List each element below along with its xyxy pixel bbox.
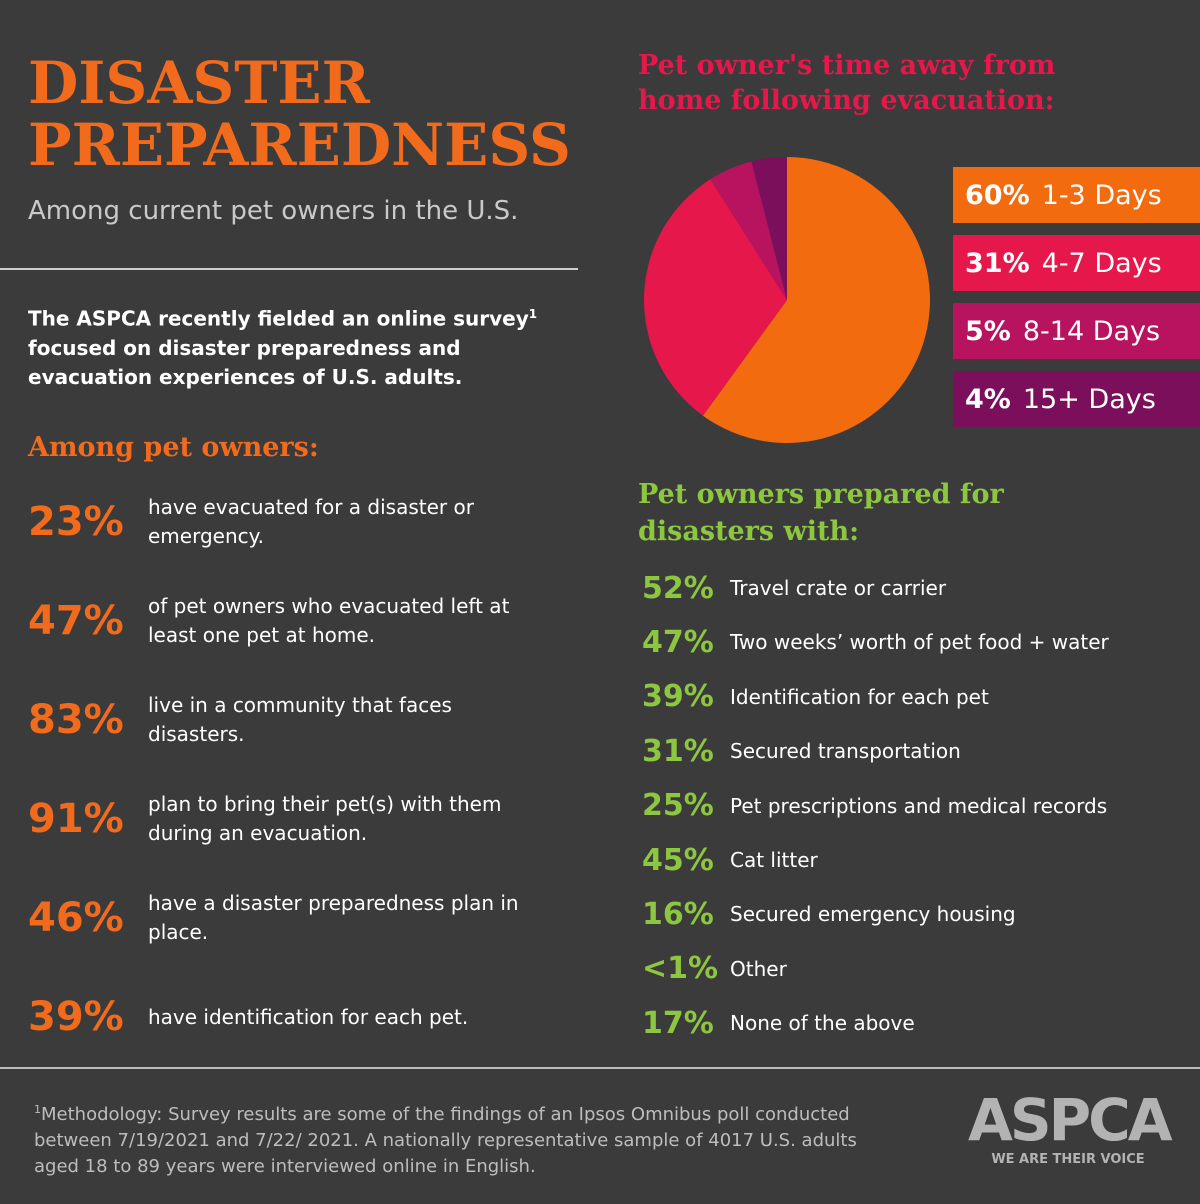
- stat-text: have identification for each pet.: [148, 1004, 469, 1029]
- stat-row: 23% have evacuated for a disaster or emer…: [28, 487, 588, 557]
- stat-row: 39% have identification for each pet.: [28, 982, 588, 1052]
- footnote: 1Methodology: Survey results are some of…: [34, 1097, 894, 1180]
- stat-row: 46% have a disaster preparedness plan in …: [28, 883, 588, 953]
- legend-label: 4-7 Days: [1041, 247, 1162, 279]
- stat-percent: 91%: [28, 796, 124, 842]
- prep-percent: 31%: [642, 733, 714, 769]
- legend-value: 4%: [965, 383, 1011, 415]
- stat-text: of pet owners who evacuated left at leas…: [148, 594, 510, 647]
- intro: The ASPCA recently fielded an online sur…: [28, 300, 568, 392]
- intro-text: The ASPCA recently fielded an online sur…: [28, 306, 529, 331]
- pie-slice: [702, 157, 930, 443]
- prep-row: 16% Secured emergency housing: [642, 889, 1192, 939]
- prep-text: Secured transportation: [730, 739, 961, 764]
- stat-percent: 83%: [28, 697, 124, 743]
- prep-row: 39% Identification for each pet: [642, 672, 1192, 722]
- prep-text: Other: [730, 956, 787, 981]
- footnote-mark: 1: [34, 1103, 41, 1116]
- stat-percent: 23%: [28, 499, 124, 545]
- prep-percent: 39%: [642, 679, 714, 715]
- logo-tagline: WE ARE THEIR VOICE: [991, 1152, 1145, 1167]
- pie-chart: [644, 157, 930, 443]
- stat-percent: 47%: [28, 598, 124, 644]
- legend-value: 31%: [965, 247, 1030, 279]
- intro-text: focused on disaster preparedness and eva…: [28, 335, 463, 389]
- stat-text: plan to bring their pet(s) with them dur…: [148, 792, 502, 845]
- prep-percent: 52%: [642, 570, 714, 606]
- prep-text: Cat litter: [730, 848, 818, 872]
- prep-row: 47% Two weeks’ worth of pet food + water: [642, 617, 1192, 667]
- divider: [0, 268, 578, 270]
- prep-percent: <1%: [642, 951, 719, 987]
- prep-row: 52% Travel crate or carrier: [642, 563, 1192, 613]
- logo-name: ASPCA: [968, 1086, 1173, 1154]
- stat-text: have evacuated for a disaster or emergen…: [148, 495, 474, 548]
- legend-value: 60%: [965, 179, 1030, 211]
- prep-percent: 17%: [642, 1005, 714, 1041]
- footnote-mark: 1: [528, 307, 538, 321]
- prep-row: 45% Cat litter: [642, 835, 1192, 885]
- legend-item: 5% 8-14 Days: [953, 303, 1200, 359]
- prep-row: 31% Secured transportation: [642, 726, 1192, 776]
- logo: ASPCA WE ARE THEIR VOICE: [968, 1086, 1173, 1167]
- title: DISASTER PREPAREDNESS: [28, 49, 571, 179]
- legend-item: 60% 1-3 Days: [953, 167, 1200, 223]
- footnote-text: Methodology: Survey results are some of …: [34, 1104, 857, 1177]
- section-heading: Among pet owners:: [28, 432, 319, 463]
- prep-percent: 45%: [642, 842, 714, 878]
- chart-title: Pet owner's time away from home followin…: [638, 50, 1056, 116]
- legend-item: 4% 15+ Days: [953, 371, 1200, 427]
- stat-row: 47% of pet owners who evacuated left at l…: [28, 586, 588, 656]
- stat-row: 91% plan to bring their pet(s) with them …: [28, 784, 588, 854]
- prep-percent: 16%: [642, 896, 714, 932]
- prep-row: 25% Pet prescriptions and medical records: [642, 781, 1192, 831]
- legend-label: 15+ Days: [1022, 383, 1156, 415]
- prep-text: Pet prescriptions and medical records: [730, 793, 1108, 818]
- prep-text: Identification for each pet: [730, 684, 989, 709]
- prep-percent: 25%: [642, 788, 714, 824]
- legend-value: 5%: [965, 315, 1011, 347]
- stat-text: have a disaster preparedness plan in pla…: [148, 891, 519, 944]
- divider: [0, 1067, 1200, 1069]
- prep-text: Two weeks’ worth of pet food + water: [730, 630, 1109, 655]
- stat-percent: 39%: [28, 994, 124, 1040]
- prep-text: Travel crate or carrier: [730, 576, 947, 600]
- pie-slice: [644, 179, 787, 416]
- prep-row: 17% None of the above: [642, 998, 1192, 1048]
- prep-percent: 47%: [642, 624, 714, 660]
- section-heading: Pet owners prepared for disasters with:: [638, 479, 1004, 547]
- stat-row: 83% live in a community that faces disast…: [28, 685, 588, 755]
- legend-item: 31% 4-7 Days: [953, 235, 1200, 291]
- pie-slice: [710, 161, 787, 300]
- legend-label: 8-14 Days: [1022, 315, 1161, 347]
- pie-slice: [751, 157, 787, 300]
- subtitle: Among current pet owners in the U.S.: [28, 196, 519, 226]
- prep-row: <1% Other: [642, 944, 1192, 994]
- prep-text: None of the above: [730, 1011, 915, 1036]
- stat-text: live in a community that faces disasters…: [148, 693, 452, 746]
- prep-text: Secured emergency housing: [730, 902, 1016, 927]
- stat-percent: 46%: [28, 895, 124, 941]
- legend-label: 1-3 Days: [1041, 179, 1162, 211]
